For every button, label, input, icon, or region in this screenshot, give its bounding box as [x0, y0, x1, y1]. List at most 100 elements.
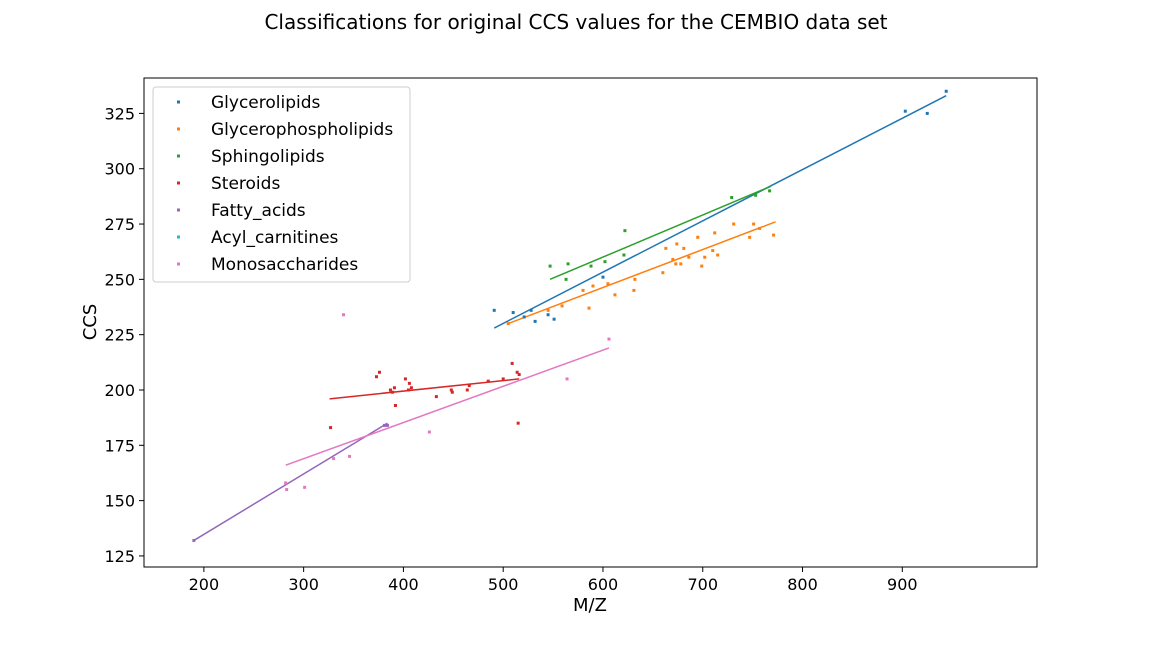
legend-label-glycerophospholipids: Glycerophospholipids: [211, 120, 393, 140]
point-glycerophospholipids: [587, 306, 591, 310]
legend-marker-acyl-carnitines: [177, 235, 180, 239]
point-glycerophospholipids: [613, 293, 617, 297]
point-glycerophospholipids: [560, 304, 564, 308]
y-tick-label: 225: [104, 326, 135, 345]
point-glycerophospholipids: [682, 246, 686, 250]
x-tick-label: 200: [189, 575, 220, 594]
legend-label-sphingolipids: Sphingolipids: [211, 147, 325, 167]
point-steroids: [390, 390, 394, 394]
point-glycerolipids: [529, 308, 533, 312]
point-glycerolipids: [601, 275, 605, 279]
point-steroids: [409, 386, 413, 390]
point-glycerolipids: [944, 89, 948, 93]
point-glycerophospholipids: [664, 246, 668, 250]
y-tick-label: 125: [104, 547, 135, 566]
point-glycerophospholipids: [581, 288, 585, 292]
point-steroids: [501, 377, 505, 381]
axis-ticks: 200 300 400 500 600 700 800 900 125 150 175 200 225 2…: [104, 104, 917, 594]
point-steroids: [510, 361, 514, 365]
x-tick-label: 400: [388, 575, 419, 594]
point-glycerolipids: [546, 313, 550, 317]
point-glycerophospholipids: [732, 222, 736, 226]
fit-line-glycerophospholipids: [507, 221, 776, 325]
point-glycerophospholipids: [687, 255, 691, 259]
point-glycerophospholipids: [661, 271, 665, 275]
point-glycerophospholipids: [671, 257, 675, 261]
point-steroids: [434, 395, 438, 399]
point-monosaccharides: [342, 313, 346, 317]
x-tick-label: 300: [288, 575, 319, 594]
legend-marker-glycerolipids: [177, 100, 180, 104]
legend-marker-sphingolipids: [177, 154, 180, 158]
point-glycerolipids: [522, 315, 526, 319]
point-glycerophospholipids: [703, 255, 707, 259]
plot-frame: [143, 77, 1038, 568]
legend-marker-monosaccharides: [177, 262, 180, 266]
point-sphingolipids: [589, 264, 593, 268]
point-steroids: [450, 390, 454, 394]
legend-label-fatty-acids: Fatty_acids: [211, 201, 306, 221]
point-steroids: [467, 384, 471, 388]
point-glycerophospholipids: [679, 262, 683, 266]
point-steroids: [329, 426, 333, 430]
point-glycerophospholipids: [696, 235, 700, 239]
y-tick-label: 175: [104, 436, 135, 455]
point-monosaccharides: [332, 457, 336, 461]
point-monosaccharides: [607, 337, 611, 341]
point-monosaccharides: [565, 377, 569, 381]
point-steroids: [393, 403, 397, 407]
point-glycerolipids: [903, 109, 907, 113]
y-tick-label: 150: [104, 492, 135, 511]
fit-line-monosaccharides: [285, 347, 610, 466]
point-glycerophospholipids: [674, 262, 678, 266]
point-glycerophospholipids: [606, 282, 610, 286]
point-glycerophospholipids: [591, 284, 595, 288]
chart-title: Classifications for original CCS values …: [264, 10, 888, 34]
legend-label-glycerolipids: Glycerolipids: [211, 93, 321, 113]
y-tick-label: 200: [104, 381, 135, 400]
legend-label-monosaccharides: Monosaccharides: [211, 255, 358, 275]
point-monosaccharides: [427, 430, 431, 434]
point-steroids: [406, 388, 410, 392]
legend-marker-glycerophospholipids: [177, 127, 180, 131]
point-sphingolipids: [768, 189, 772, 193]
point-sphingolipids: [754, 193, 758, 197]
fit-line-steroids: [329, 378, 520, 400]
point-steroids: [486, 379, 490, 383]
y-tick-label: 300: [104, 160, 135, 179]
point-glycerophospholipids: [546, 308, 550, 312]
point-glycerophospholipids: [758, 226, 762, 230]
point-sphingolipids: [623, 229, 627, 233]
x-tick-label: 500: [488, 575, 519, 594]
x-tick-label: 800: [787, 575, 818, 594]
point-monosaccharides: [348, 454, 352, 458]
fit-line-sphingolipids: [549, 185, 771, 281]
point-steroids: [403, 377, 407, 381]
point-sphingolipids: [603, 260, 607, 264]
point-steroids: [388, 388, 392, 392]
point-sphingolipids: [730, 195, 734, 199]
point-sphingolipids: [622, 253, 626, 257]
point-glycerophospholipids: [752, 222, 756, 226]
data-points: [192, 89, 948, 542]
point-glycerophospholipids: [748, 235, 752, 239]
point-steroids: [377, 370, 381, 374]
y-tick-label: 250: [104, 270, 135, 289]
point-sphingolipids: [566, 262, 570, 266]
x-tick-label: 600: [588, 575, 619, 594]
point-glycerophospholipids: [772, 233, 776, 237]
y-tick-label: 325: [104, 104, 135, 123]
legend-box: [152, 86, 411, 283]
x-axis-label: M/Z: [573, 595, 607, 616]
point-steroids: [392, 386, 396, 390]
fit-line-fatty-acids: [193, 422, 388, 542]
point-steroids: [374, 375, 378, 379]
point-steroids: [515, 370, 519, 374]
point-fatty-acids: [385, 423, 389, 427]
legend-label-acyl-carnitines: Acyl_carnitines: [211, 228, 339, 248]
point-glycerophospholipids: [633, 277, 637, 281]
point-monosaccharides: [284, 481, 288, 485]
point-glycerolipids: [511, 311, 515, 315]
x-tick-label: 700: [687, 575, 718, 594]
